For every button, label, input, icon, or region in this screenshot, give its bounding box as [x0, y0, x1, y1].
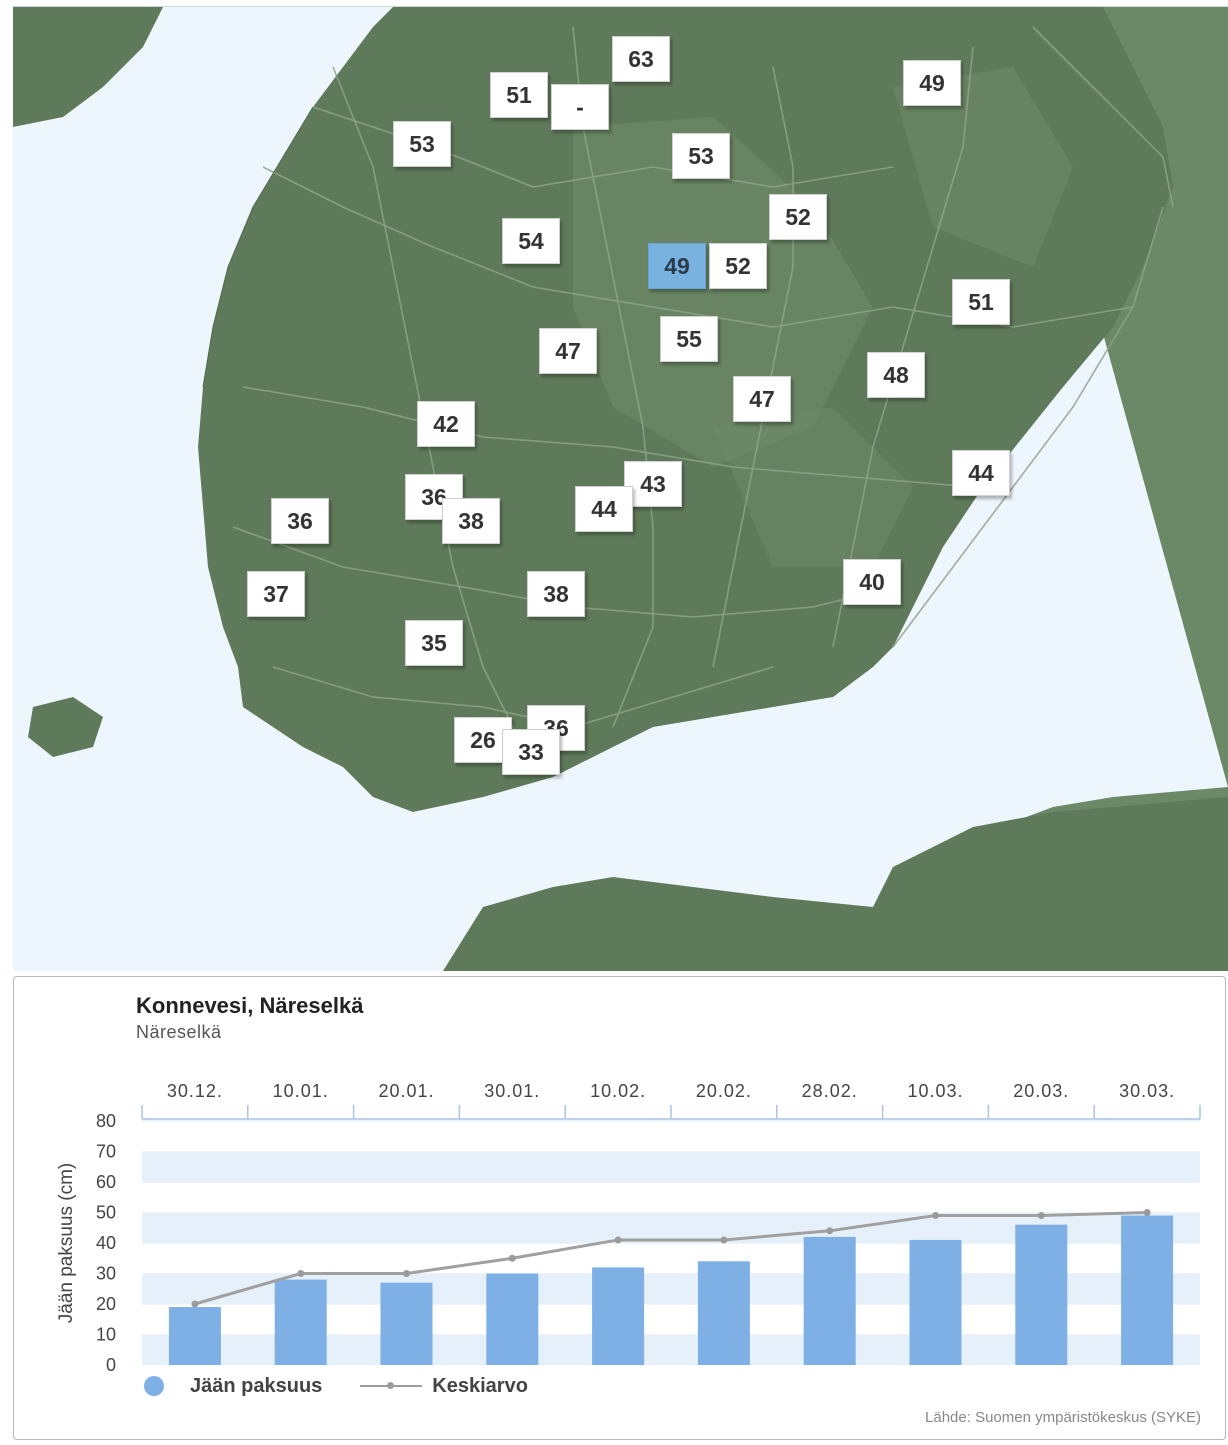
ice-marker[interactable]: 55 — [660, 316, 718, 362]
x-tick-label: 20.02. — [696, 1081, 752, 1101]
y-tick-label: 30 — [96, 1264, 116, 1284]
ice-marker[interactable]: 36 — [271, 498, 329, 544]
legend-line-icon — [360, 1382, 423, 1389]
ice-thickness-bar — [592, 1267, 645, 1365]
ice-marker[interactable]: 44 — [575, 486, 633, 532]
y-axis-title: Jään paksuus (cm) — [56, 1163, 77, 1324]
ice-thickness-bar — [697, 1261, 750, 1365]
ice-marker[interactable]: 49 — [903, 60, 961, 106]
y-tick-label: 0 — [106, 1355, 116, 1375]
ice-marker[interactable]: 37 — [247, 571, 305, 617]
chart-subtitle: Näreselkä — [136, 1022, 222, 1042]
ice-thickness-bar — [1015, 1224, 1068, 1365]
x-axis: 30.12. 10.01. 20.01. 30.01. 10.02. 20.02. 28.0… — [141, 1081, 1201, 1120]
ice-marker[interactable]: 53 — [672, 133, 730, 179]
ice-marker[interactable]: 43 — [624, 461, 682, 507]
ice-marker[interactable]: 51 — [952, 279, 1010, 325]
estonia-landmass — [443, 797, 1228, 971]
ice-marker[interactable]: 53 — [393, 121, 451, 167]
ice-marker[interactable]: 33 — [502, 729, 560, 775]
y-tick-label: 40 — [96, 1233, 116, 1253]
average-point — [403, 1270, 410, 1277]
ice-marker[interactable]: 42 — [417, 401, 475, 447]
average-point — [508, 1254, 516, 1262]
ice-thickness-bar — [803, 1236, 856, 1365]
y-tick-label: 50 — [96, 1203, 116, 1223]
ice-thickness-bar — [486, 1273, 539, 1365]
y-axis: 0 10 20 30 40 50 60 70 80 — [96, 1111, 116, 1375]
ice-marker-selected[interactable]: 49 — [648, 243, 706, 289]
average-point — [720, 1236, 728, 1244]
x-tick-label: 10.01. — [273, 1081, 329, 1101]
x-tick-label: 30.03. — [1119, 1081, 1175, 1101]
ice-thickness-map[interactable]: 63 51 - 49 53 53 52 54 52 49 51 47 55 48… — [13, 6, 1228, 971]
bar-series — [168, 1215, 1174, 1365]
ice-marker[interactable]: 54 — [502, 218, 560, 264]
line-series — [191, 1209, 1151, 1308]
y-tick-label: 20 — [96, 1294, 116, 1314]
ice-marker[interactable]: - — [551, 84, 609, 130]
average-line — [194, 1211, 1148, 1306]
x-tick-label: 20.03. — [1013, 1081, 1069, 1101]
average-point — [191, 1300, 199, 1308]
source-credit: Lähde: Suomen ympäristökeskus (SYKE) — [925, 1409, 1201, 1426]
map-basemap — [13, 7, 1228, 971]
legend-item-bars[interactable]: Jään paksuus — [144, 1375, 322, 1398]
legend-item-line[interactable]: Keskiarvo — [360, 1375, 528, 1398]
x-tick-label: 10.02. — [590, 1081, 646, 1101]
ice-thickness-chart: 30.12. 10.01. 20.01. 30.01. 10.02. 20.02. 28.0… — [56, 1081, 1201, 1375]
ice-marker[interactable]: 52 — [769, 194, 827, 240]
ice-thickness-bar — [1121, 1215, 1174, 1365]
ice-thickness-bar — [909, 1239, 962, 1365]
ice-marker[interactable]: 48 — [867, 352, 925, 398]
ice-thickness-bar — [274, 1279, 327, 1365]
ice-marker[interactable]: 38 — [442, 498, 500, 544]
ice-marker[interactable]: 47 — [733, 376, 791, 422]
y-tick-label: 60 — [96, 1172, 116, 1192]
legend-label: Jään paksuus — [190, 1374, 323, 1397]
average-point — [1143, 1209, 1151, 1216]
road-network — [232, 26, 1174, 768]
ice-marker[interactable]: 35 — [405, 620, 463, 666]
average-point — [826, 1227, 834, 1235]
grid-band — [142, 1182, 1200, 1213]
x-tick-label: 28.02. — [802, 1081, 858, 1101]
station-chart-panel: Konnevesi, Näreselkä Näreselkä 30.12. 10.… — [13, 976, 1226, 1440]
ice-marker[interactable]: 36 — [405, 474, 463, 520]
ice-thickness-bar — [168, 1307, 221, 1365]
y-tick-label: 80 — [96, 1111, 116, 1131]
legend-label: Keskiarvo — [432, 1374, 528, 1397]
ice-marker[interactable]: 44 — [952, 450, 1010, 496]
ice-marker[interactable]: 52 — [709, 243, 767, 289]
average-point — [932, 1212, 939, 1220]
average-point — [297, 1270, 305, 1277]
ice-marker[interactable]: 63 — [612, 36, 670, 82]
grid-band — [142, 1121, 1200, 1152]
average-point — [614, 1236, 622, 1244]
x-tick-label: 30.01. — [484, 1081, 540, 1101]
legend-dot-icon — [144, 1376, 164, 1396]
x-tick-label: 30.12. — [167, 1081, 223, 1101]
ice-marker[interactable]: 38 — [527, 571, 585, 617]
ice-marker[interactable]: 51 — [490, 72, 548, 118]
aland-islands — [28, 697, 103, 757]
ice-thickness-bar — [380, 1282, 433, 1365]
x-tick-label: 20.01. — [378, 1081, 434, 1101]
grid-band — [142, 1151, 1200, 1182]
y-tick-label: 70 — [96, 1142, 116, 1162]
chart-title: Konnevesi, Näreselkä — [136, 993, 364, 1018]
x-tick-label: 10.03. — [907, 1081, 963, 1101]
ice-marker[interactable]: 40 — [843, 559, 901, 605]
sweden-landmass — [13, 7, 163, 127]
ice-marker[interactable]: 47 — [539, 328, 597, 374]
chart-legend: Jään paksuus Keskiarvo — [144, 1371, 566, 1401]
average-point — [1037, 1212, 1045, 1220]
y-tick-label: 10 — [96, 1325, 116, 1345]
